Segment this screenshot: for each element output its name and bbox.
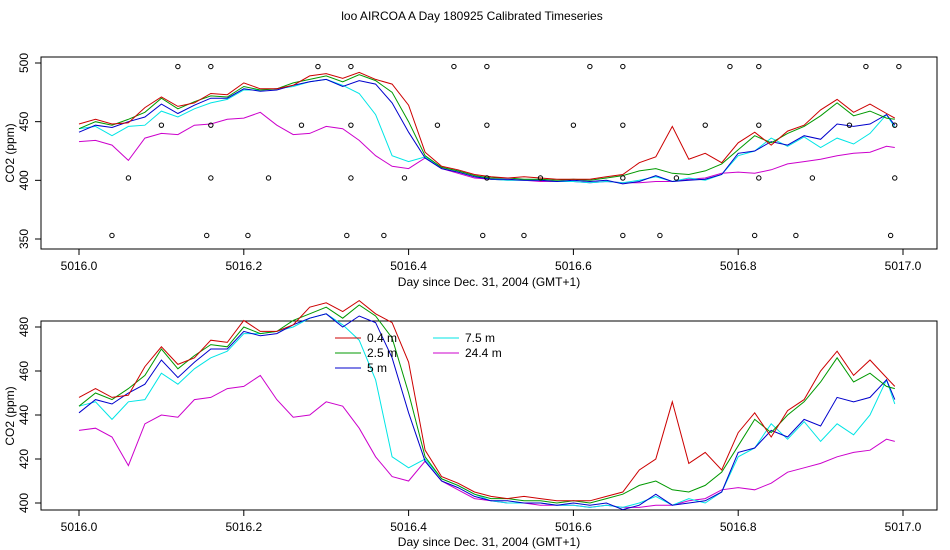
y-tick-label-top: 500 [17, 53, 31, 73]
x-tick-label-top: 5016.8 [720, 259, 757, 273]
data-point-marker [702, 122, 708, 128]
data-point-marker [298, 122, 305, 128]
series-line-04m-top [78, 71, 896, 180]
y-tick-label-top: 400 [17, 170, 31, 190]
legend-label: 7.5 m [465, 331, 495, 345]
series-line-75m-top [78, 78, 896, 184]
data-point-marker [887, 232, 894, 239]
legend-label: 2.5 m [367, 346, 397, 360]
data-point-marker [344, 232, 350, 239]
data-point-marker [204, 232, 210, 239]
data-point-marker [892, 175, 898, 181]
x-axis-label-top: Day since Dec. 31, 2004 (GMT+1) [398, 275, 580, 289]
data-point-marker [846, 122, 853, 128]
data-point-marker [125, 175, 132, 181]
data-point-marker [587, 63, 593, 70]
y-tick-label-bottom: 480 [17, 317, 31, 337]
x-axis-label-bottom: Day since Dec. 31, 2004 (GMT+1) [398, 535, 580, 549]
y-tick-label-top: 350 [17, 229, 31, 249]
data-point-marker [348, 63, 354, 70]
data-point-marker [265, 175, 272, 181]
series-line-5m-bottom [78, 313, 896, 511]
x-tick-label-bottom: 5017.0 [885, 520, 922, 534]
data-point-marker [620, 122, 626, 128]
data-point-marker [521, 232, 527, 239]
panel-top: CO2 (ppm) Day since Dec. 31, 2004 (GMT+1… [3, 53, 938, 289]
plot-frame-top [40, 56, 938, 250]
x-tick-label-bottom: 5016.0 [61, 520, 98, 534]
data-point-marker [245, 232, 251, 239]
legend-label: 24.4 m [465, 346, 502, 360]
x-tick-label-top: 5016.6 [555, 259, 592, 273]
y-tick-label-top: 450 [17, 111, 31, 131]
series-line-04m-bottom [78, 299, 896, 502]
data-point-marker [537, 175, 544, 181]
data-point-marker [751, 232, 758, 239]
x-tick-label-bottom: 5016.2 [225, 520, 262, 534]
x-tick-label-top: 5016.0 [61, 259, 98, 273]
data-point-marker [315, 63, 321, 70]
data-point-marker [348, 122, 354, 128]
data-point-marker [208, 122, 214, 128]
data-point-marker [756, 175, 762, 181]
legend-label: 5 m [367, 361, 387, 375]
data-point-marker [175, 63, 181, 70]
y-tick-label-bottom: 420 [17, 449, 31, 469]
y-axis-label-bottom: CO2 (ppm) [3, 386, 17, 445]
x-tick-label-bottom: 5016.8 [720, 520, 757, 534]
data-point-marker [208, 175, 214, 181]
legend-label: 0.4 m [367, 331, 397, 345]
data-point-marker [620, 175, 626, 181]
data-point-marker [484, 63, 490, 70]
data-point-marker [348, 175, 354, 181]
data-point-marker [727, 63, 733, 70]
y-tick-label-bottom: 440 [17, 405, 31, 425]
data-point-marker [793, 232, 799, 239]
data-point-marker [401, 175, 408, 181]
data-point-marker [620, 232, 626, 239]
data-point-marker [451, 63, 457, 70]
data-point-marker [756, 63, 762, 70]
data-point-marker [434, 122, 441, 128]
y-tick-label-bottom: 460 [17, 361, 31, 381]
data-point-marker [863, 63, 869, 70]
data-point-marker [756, 122, 762, 128]
data-point-marker [673, 175, 680, 181]
x-tick-label-top: 5016.2 [225, 259, 262, 273]
data-point-marker [809, 175, 816, 181]
series-line-5m-top [78, 78, 896, 185]
data-point-marker [158, 122, 165, 128]
x-tick-label-top: 5017.0 [885, 259, 922, 273]
data-point-marker [892, 122, 898, 128]
data-point-marker [381, 232, 387, 239]
legend: 0.4 m2.5 m5 m 7.5 m24.4 m [335, 331, 502, 375]
x-tick-label-bottom: 5016.4 [390, 520, 427, 534]
data-point-marker [484, 175, 490, 181]
panel-bottom: CO2 (ppm) Day since Dec. 31, 2004 (GMT+1… [3, 299, 938, 549]
data-point-marker [208, 63, 214, 70]
data-point-marker [480, 232, 486, 239]
data-point-marker [570, 122, 577, 128]
series-line-244m-bottom [78, 374, 895, 508]
x-tick-label-bottom: 5016.6 [555, 520, 592, 534]
figure-title: loo AIRCOA A Day 180925 Calibrated Times… [341, 9, 602, 23]
data-point-marker [109, 232, 115, 239]
y-axis-label-top: CO2 (ppm) [3, 123, 17, 182]
data-point-marker [484, 122, 490, 128]
y-tick-label-bottom: 400 [17, 493, 31, 513]
data-point-marker [657, 232, 663, 239]
x-tick-label-top: 5016.4 [390, 259, 427, 273]
data-point-marker [896, 63, 902, 70]
data-point-marker [620, 63, 626, 70]
